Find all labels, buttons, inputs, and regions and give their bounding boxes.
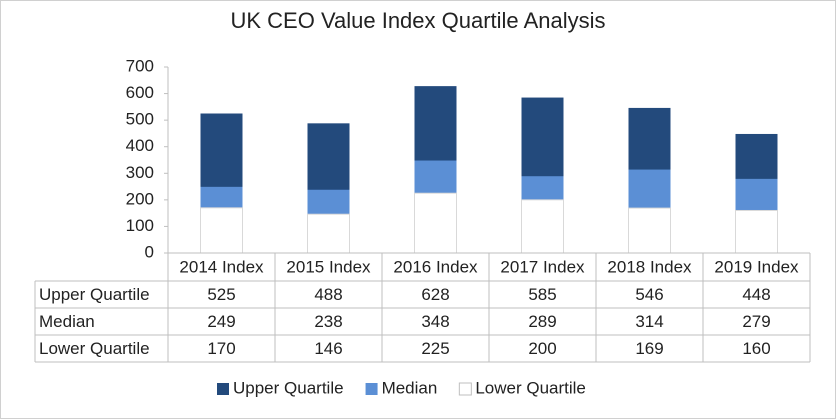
y-tick-label: 400 — [126, 136, 154, 155]
x-tick-label: 2015 Index — [286, 257, 371, 276]
legend-label: Upper Quartile — [233, 378, 344, 397]
y-tick-label: 100 — [126, 216, 154, 235]
table-row-label: Median — [39, 312, 95, 331]
table-value: 348 — [421, 312, 449, 331]
x-tick-label: 2019 Index — [714, 257, 799, 276]
legend-label: Lower Quartile — [475, 378, 586, 397]
y-tick-label: 200 — [126, 189, 154, 208]
table-value: 170 — [207, 339, 235, 358]
x-tick-label: 2018 Index — [607, 257, 692, 276]
legend-swatch — [365, 383, 378, 395]
table-row-label: Lower Quartile — [39, 339, 150, 358]
y-tick-label: 600 — [126, 83, 154, 102]
legend-label: Median — [382, 378, 438, 397]
table-value: 146 — [314, 339, 342, 358]
legend-swatch — [217, 383, 229, 395]
bar — [628, 207, 671, 254]
table-value: 525 — [207, 285, 235, 304]
x-tick-label: 2017 Index — [500, 257, 585, 276]
table-value: 314 — [635, 312, 663, 331]
table-value: 279 — [742, 312, 770, 331]
chart-title: UK CEO Value Index Quartile Analysis — [231, 8, 606, 33]
table-value: 546 — [635, 285, 663, 304]
bar — [735, 209, 778, 254]
table-value: 448 — [742, 285, 770, 304]
table-value: 628 — [421, 285, 449, 304]
bar — [200, 207, 243, 254]
legend-swatch — [458, 382, 472, 396]
table-value: 488 — [314, 285, 342, 304]
bar — [414, 192, 457, 254]
bar — [307, 213, 350, 254]
table-value: 238 — [314, 312, 342, 331]
table-value: 200 — [528, 339, 556, 358]
table-value: 249 — [207, 312, 235, 331]
table-value: 169 — [635, 339, 663, 358]
bar — [521, 199, 564, 254]
y-tick-label: 300 — [126, 163, 154, 182]
table-value: 160 — [742, 339, 770, 358]
y-tick-label: 700 — [126, 56, 154, 75]
x-tick-label: 2014 Index — [179, 257, 264, 276]
y-tick-label: 0 — [145, 242, 154, 261]
table-value: 289 — [528, 312, 556, 331]
table-row-label: Upper Quartile — [39, 285, 150, 304]
table-value: 225 — [421, 339, 449, 358]
x-tick-label: 2016 Index — [393, 257, 478, 276]
table-value: 585 — [528, 285, 556, 304]
y-tick-label: 500 — [126, 110, 154, 129]
